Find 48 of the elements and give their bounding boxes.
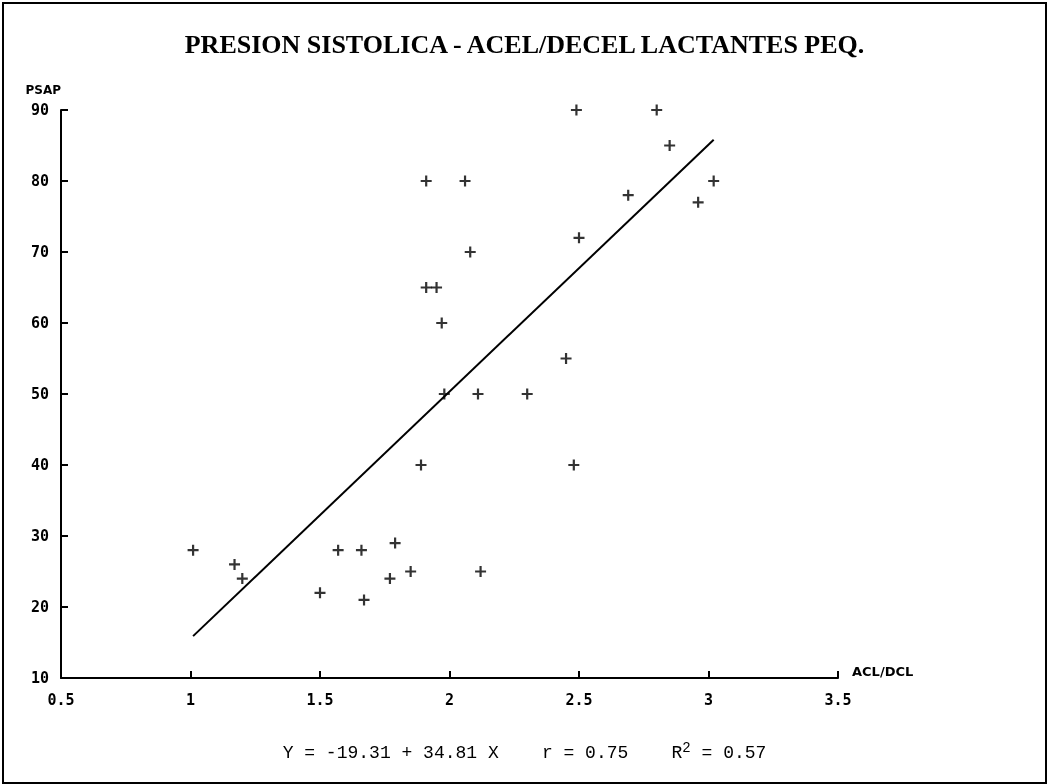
y-tick-label: 20 — [30, 598, 49, 616]
point — [570, 104, 582, 116]
point — [405, 566, 417, 577]
point — [236, 573, 248, 585]
point — [187, 544, 199, 556]
point — [692, 196, 704, 208]
x-tick-label: 3.5 — [824, 690, 852, 709]
point — [384, 573, 396, 585]
point — [521, 388, 533, 400]
point — [651, 104, 663, 116]
y-axis-title: PSAP — [25, 83, 62, 97]
point — [436, 317, 448, 329]
chart-title: PRESION SISTOLICA - ACEL/DECEL LACTANTES PEQ. — [184, 29, 865, 59]
point — [708, 175, 720, 187]
point — [229, 558, 241, 570]
point — [314, 587, 326, 599]
point — [472, 388, 484, 400]
x-axis-title: ACL/DCL — [852, 664, 914, 679]
point — [358, 594, 370, 606]
point — [420, 282, 432, 293]
y-tick-label: 70 — [30, 243, 49, 261]
y-tick-label: 60 — [30, 314, 49, 332]
point — [459, 175, 471, 187]
x-tick-label: 1 — [185, 690, 196, 709]
x-tick-label: 2.5 — [565, 690, 593, 709]
point — [475, 566, 487, 577]
point — [622, 189, 634, 201]
y-tick-label: 80 — [30, 172, 49, 190]
point — [568, 459, 580, 471]
point — [664, 140, 676, 151]
point — [431, 282, 443, 293]
point — [464, 246, 476, 258]
y-tick-label: 50 — [30, 385, 49, 403]
y-tick-label: 10 — [30, 669, 49, 687]
point — [332, 544, 344, 556]
point — [560, 353, 572, 364]
x-tick-label: 3 — [703, 690, 714, 709]
x-tick-label: 1.5 — [306, 690, 334, 709]
point — [420, 175, 432, 187]
y-tick-label: 90 — [30, 101, 49, 119]
x-tick-label: 2 — [444, 690, 455, 709]
point — [573, 232, 585, 244]
point — [355, 544, 367, 556]
point — [389, 537, 401, 549]
x-tick-label: 0.5 — [47, 690, 75, 709]
y-tick-label: 30 — [30, 527, 49, 545]
y-tick-label: 40 — [30, 456, 49, 474]
point — [415, 459, 427, 471]
